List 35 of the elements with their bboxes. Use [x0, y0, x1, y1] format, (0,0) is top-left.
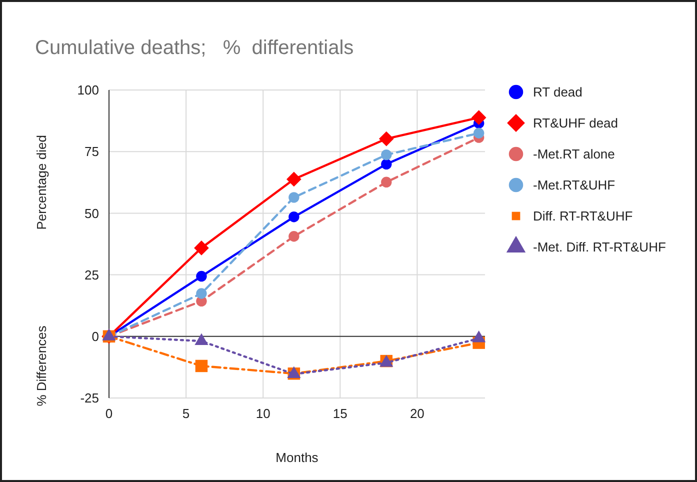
- point: [381, 158, 392, 170]
- y-tick-label: 0: [92, 328, 99, 344]
- legend-label: -Met.RT alone: [533, 146, 615, 162]
- point: [378, 131, 394, 146]
- legend-label: RT&UHF dead: [533, 116, 618, 131]
- point: [288, 212, 300, 222]
- y-axis-title: Percentage died: [34, 135, 49, 230]
- legend-label: Diff. RT-RT&UHF: [533, 208, 633, 224]
- point: [288, 231, 300, 242]
- legend-label: -Met.RT&UHF: [533, 178, 616, 193]
- legend-label: RT dead: [533, 84, 582, 100]
- point: [195, 360, 208, 372]
- point: [381, 149, 392, 160]
- legend-label: -Met. Diff. RT-RT&UHF: [533, 240, 666, 255]
- y-tick-label: 50: [84, 206, 99, 221]
- y-tick-label: 100: [77, 82, 99, 98]
- point: [196, 288, 207, 299]
- x-tick-label: 5: [182, 406, 190, 421]
- y-tick-label: 25: [84, 267, 99, 282]
- y-tick-label: -25: [80, 390, 99, 406]
- point: [196, 270, 207, 282]
- chart-title: Cumulative deaths; % differentials: [35, 37, 354, 59]
- x-tick-label: 10: [256, 406, 270, 421]
- x-tick-label: 0: [105, 406, 113, 421]
- point: [471, 110, 486, 126]
- x-tick-label: 15: [332, 406, 348, 421]
- y-tick-label: 75: [84, 144, 99, 160]
- point: [381, 176, 392, 188]
- point: [194, 240, 209, 256]
- point: [288, 192, 300, 203]
- x-tick-label: 20: [410, 406, 424, 421]
- point: [286, 172, 302, 187]
- point: [473, 128, 484, 138]
- text: % Differences: [34, 325, 49, 406]
- x-axis-title: Months: [276, 450, 319, 465]
